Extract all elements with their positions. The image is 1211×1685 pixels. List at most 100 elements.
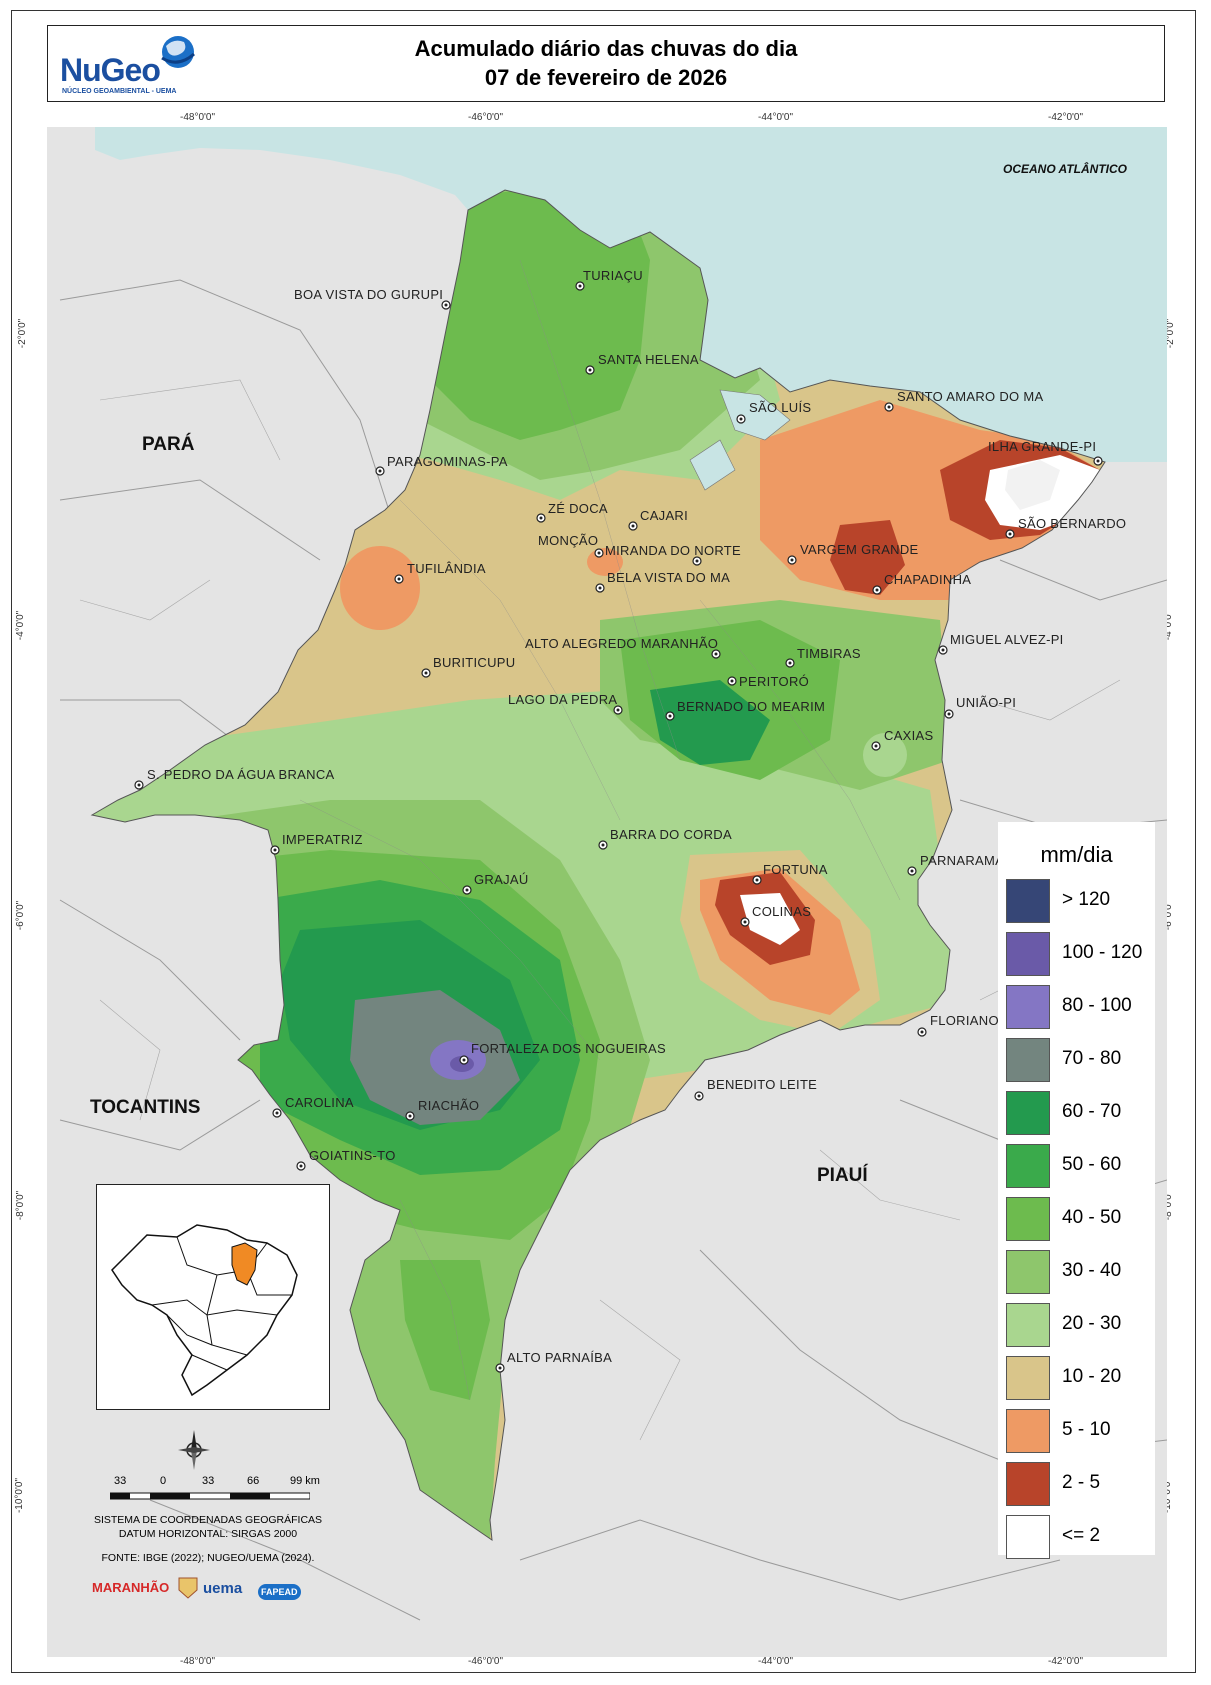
legend-label: 2 - 5 [1062, 1472, 1101, 1493]
city-label: TURIAÇU [583, 268, 643, 283]
legend-swatch [1006, 1091, 1050, 1135]
city-label: ALTO ALEGREDO MARANHÃO [525, 636, 719, 651]
city-label: CAROLINA [285, 1095, 354, 1110]
coord-bottom-46: -46°0'0" [468, 1656, 504, 1667]
uema-logo: uema [203, 1580, 243, 1597]
legend-label: 100 - 120 [1062, 942, 1143, 963]
crs-note: SISTEMA DE COORDENADAS GEOGRÁFICAS [93, 1514, 323, 1526]
north-arrow-icon [178, 1430, 210, 1470]
scale-label: 33 [114, 1475, 127, 1487]
legend-label: 40 - 50 [1062, 1207, 1122, 1228]
city-label: TUFILÂNDIA [407, 561, 486, 576]
legend-swatch [1006, 1303, 1050, 1347]
city-label: PARAGOMINAS-PA [387, 454, 508, 469]
legend-swatch [1006, 1409, 1050, 1453]
coord-bottom-48: -48°0'0" [180, 1656, 216, 1667]
city-label: ILHA GRANDE-PI [988, 439, 1097, 454]
scale-bar [110, 1492, 310, 1500]
ocean-label: OCEANO ATLÂNTICO [1003, 162, 1127, 176]
coord-bottom-44: -44°0'0" [758, 1656, 794, 1667]
legend-label: 20 - 30 [1062, 1313, 1122, 1334]
legend-swatch [1006, 1038, 1050, 1082]
legend-label: > 120 [1062, 889, 1111, 910]
state-label-para: PARÁ [142, 434, 195, 455]
brazil-outline [111, 1224, 298, 1397]
city-label: BOA VISTA DO GURUPI [294, 287, 444, 302]
coord-left-6: -6°0'0" [15, 900, 27, 931]
fapead-logo: FAPEAD [258, 1584, 301, 1600]
city-label: FORTALEZA DOS NOGUEIRAS [471, 1041, 666, 1056]
legend-item: 2 - 5 [1006, 1462, 1156, 1506]
legend-item: 20 - 30 [1006, 1303, 1156, 1347]
logo-subtitle: NÚCLEO GEOAMBIENTAL - UEMA [62, 88, 177, 95]
city-label: GRAJAÚ [474, 872, 529, 887]
scale-label: 66 [247, 1475, 260, 1487]
coord-top-44: -44°0'0" [758, 112, 794, 123]
city-label: PERITORÓ [739, 674, 810, 689]
legend-item: > 120 [1006, 879, 1156, 923]
legend-label: 30 - 40 [1062, 1260, 1122, 1281]
city-label: ZÉ DOCA [548, 501, 608, 516]
coord-top-48: -48°0'0" [180, 112, 216, 123]
city-label: LAGO DA PEDRA [508, 692, 618, 707]
legend-item: 10 - 20 [1006, 1356, 1156, 1400]
logo-text: NuGeo [60, 52, 161, 88]
datum-note: DATUM HORIZONTAL: SIRGAS 2000 [118, 1528, 298, 1540]
legend-label: 10 - 20 [1062, 1366, 1122, 1387]
source-note: FONTE: IBGE (2022); NUGEO/UEMA (2024). [101, 1552, 315, 1564]
legend-swatch [1006, 879, 1050, 923]
legend-item: 70 - 80 [1006, 1038, 1156, 1082]
legend-label: <= 2 [1062, 1525, 1101, 1546]
coord-left-10: -10°0'0" [14, 1477, 26, 1514]
scale-label: 0 [160, 1475, 167, 1487]
legend-swatch [1006, 1515, 1050, 1559]
legend-label: 5 - 10 [1062, 1419, 1111, 1440]
legend-swatch [1006, 1144, 1050, 1188]
location-inset-map [96, 1184, 330, 1410]
legend-swatch [1006, 985, 1050, 1029]
scale-label: 99 km [290, 1475, 320, 1487]
city-label: ALTO PARNAÍBA [507, 1350, 613, 1365]
city-label: BELA VISTA DO MA [607, 570, 731, 585]
maranhao-logo: MARANHÃO [92, 1580, 170, 1595]
city-label: VARGEM GRANDE [800, 542, 919, 557]
legend-label: 80 - 100 [1062, 995, 1132, 1016]
legend-item: 50 - 60 [1006, 1144, 1156, 1188]
city-label: SANTA HELENA [598, 352, 699, 367]
legend-label: 70 - 80 [1062, 1048, 1122, 1069]
city-label: SANTO AMARO DO MA [897, 389, 1044, 404]
map-date: 07 de fevereiro de 2026 [484, 65, 728, 90]
city-label: FORTUNA [763, 862, 828, 877]
legend-swatch [1006, 1250, 1050, 1294]
legend-swatch [1006, 932, 1050, 976]
globe-icon [161, 36, 195, 68]
map-header: NuGeo NÚCLEO GEOAMBIENTAL - UEMA Acumula… [47, 25, 1165, 102]
legend-swatch [1006, 1197, 1050, 1241]
legend-item: 5 - 10 [1006, 1409, 1156, 1453]
city-label: MIRANDA DO NORTE [605, 543, 742, 558]
map-title: Acumulado diário das chuvas do dia [414, 36, 798, 61]
city-label: BURITICUPU [433, 655, 516, 670]
legend-item: 100 - 120 [1006, 932, 1156, 976]
city-label: BARRA DO CORDA [610, 827, 732, 842]
coord-left-8: -8°0'0" [15, 1190, 27, 1221]
city-label: SÃO LUÍS [749, 400, 812, 415]
legend: mm/dia > 120 100 - 120 80 - 100 70 - 80 60 -… [998, 822, 1156, 1559]
city-label: UNIÃO-PI [956, 695, 1017, 710]
legend-swatch [1006, 1356, 1050, 1400]
city-label: BENEDITO LEITE [707, 1077, 818, 1092]
city-label: SÃO BERNARDO [1018, 516, 1127, 531]
coord-top-42: -42°0'0" [1048, 112, 1084, 123]
city-label: TIMBIRAS [797, 646, 861, 661]
legend-label: 50 - 60 [1062, 1154, 1122, 1175]
legend-item: 60 - 70 [1006, 1091, 1156, 1135]
legend-item: 40 - 50 [1006, 1197, 1156, 1241]
legend-item: 30 - 40 [1006, 1250, 1156, 1294]
legend-swatch [1006, 1462, 1050, 1506]
city-label: FLORIANO [930, 1013, 999, 1028]
city-label: S. PEDRO DA ÁGUA BRANCA [147, 767, 335, 782]
city-label: RIACHÃO [418, 1098, 480, 1113]
scale-label: 33 [202, 1475, 215, 1487]
legend-item: <= 2 [1006, 1515, 1156, 1559]
legend-title: mm/dia [1040, 842, 1113, 867]
